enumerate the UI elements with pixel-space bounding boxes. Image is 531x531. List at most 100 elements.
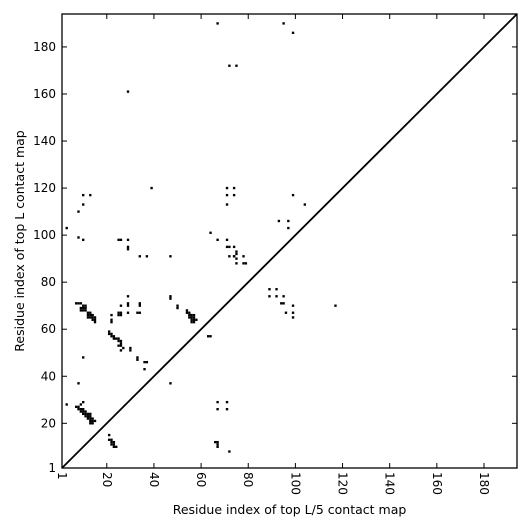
contact-point bbox=[192, 318, 196, 321]
contact-point bbox=[91, 419, 94, 423]
y-tick-label: 160 bbox=[33, 87, 56, 101]
contact-point bbox=[89, 313, 92, 317]
contact-point bbox=[84, 412, 87, 416]
contact-point bbox=[145, 255, 149, 258]
contact-point bbox=[119, 238, 123, 242]
contact-point bbox=[79, 403, 83, 406]
contact-point bbox=[232, 245, 236, 249]
contact-point bbox=[84, 306, 87, 310]
contact-point bbox=[291, 193, 295, 197]
contact-point bbox=[242, 255, 245, 258]
contact-point bbox=[169, 382, 172, 385]
contact-point bbox=[176, 306, 179, 310]
contact-point bbox=[119, 304, 123, 307]
contact-point bbox=[91, 313, 94, 317]
contact-point bbox=[136, 358, 139, 361]
contact-point bbox=[291, 316, 295, 319]
contact-point bbox=[110, 332, 113, 336]
contact-point bbox=[225, 408, 229, 411]
x-tick-label: 1 bbox=[55, 472, 69, 480]
contact-point bbox=[216, 22, 219, 25]
contact-point bbox=[86, 415, 90, 418]
contact-point bbox=[79, 408, 83, 411]
contact-point bbox=[126, 295, 130, 298]
y-tick-label: 80 bbox=[41, 275, 56, 289]
contact-point bbox=[185, 309, 189, 312]
contact-point bbox=[216, 440, 219, 444]
contact-point bbox=[225, 186, 229, 190]
contact-point bbox=[91, 316, 94, 319]
contact-point bbox=[216, 238, 219, 242]
contact-point bbox=[117, 337, 120, 340]
contact-point bbox=[119, 344, 123, 347]
contact-point bbox=[112, 335, 116, 338]
x-axis-label: Residue index of top L/5 contact map bbox=[173, 502, 407, 517]
y-axis-label: Residue index of top L contact map bbox=[12, 130, 27, 351]
y-tick-label: 140 bbox=[33, 134, 56, 148]
x-tick-label: 60 bbox=[194, 472, 208, 487]
contact-point bbox=[112, 440, 116, 444]
contact-point bbox=[228, 450, 231, 453]
contact-point bbox=[107, 332, 111, 336]
contact-point bbox=[192, 313, 196, 317]
contact-point bbox=[126, 311, 130, 314]
contact-point bbox=[232, 255, 236, 258]
contact-point bbox=[110, 318, 113, 321]
contact-point bbox=[110, 438, 113, 441]
contact-point bbox=[225, 238, 229, 242]
plot-frame bbox=[61, 13, 518, 469]
contact-point bbox=[82, 408, 85, 411]
contact-point bbox=[119, 311, 123, 314]
contact-point bbox=[280, 302, 283, 305]
contact-point bbox=[225, 245, 229, 249]
contact-point bbox=[84, 309, 87, 312]
x-tick-label: 180 bbox=[477, 472, 491, 495]
contact-point bbox=[119, 342, 123, 345]
contact-point bbox=[86, 313, 90, 317]
contact-point bbox=[138, 302, 141, 305]
contact-point bbox=[93, 316, 97, 319]
x-tick-label: 80 bbox=[241, 472, 255, 487]
contact-point bbox=[287, 219, 290, 223]
contact-point bbox=[185, 311, 189, 314]
contact-point bbox=[190, 320, 193, 324]
ticks-layer: 1 20 40 60 80 100 120 140 160 1801204060801001201… bbox=[33, 14, 517, 495]
contact-point bbox=[77, 302, 80, 305]
contact-point bbox=[119, 339, 123, 343]
contact-point bbox=[268, 288, 271, 291]
contact-point bbox=[176, 304, 179, 307]
contact-point bbox=[150, 186, 153, 190]
contact-point bbox=[136, 356, 139, 359]
contact-point bbox=[169, 255, 172, 258]
contact-point bbox=[89, 415, 92, 418]
contact-point bbox=[84, 410, 87, 413]
contact-point bbox=[74, 405, 78, 409]
contact-point bbox=[89, 417, 92, 420]
contact-point bbox=[277, 219, 281, 223]
contact-point bbox=[169, 297, 172, 300]
contact-point bbox=[89, 193, 92, 197]
contact-point bbox=[93, 320, 97, 324]
contact-point bbox=[65, 226, 68, 230]
contact-point bbox=[129, 349, 132, 352]
x-tick-label: 120 bbox=[336, 472, 350, 495]
contact-point bbox=[282, 302, 285, 305]
x-tick-label: 20 bbox=[100, 472, 114, 487]
contact-point bbox=[119, 313, 123, 317]
contact-point bbox=[82, 412, 85, 416]
y-tick-label: 40 bbox=[41, 369, 56, 383]
contact-point bbox=[190, 313, 193, 317]
contact-point bbox=[190, 316, 193, 319]
contact-point bbox=[282, 295, 285, 298]
contact-point bbox=[65, 403, 68, 406]
contact-point bbox=[89, 311, 92, 314]
contact-point bbox=[115, 445, 118, 449]
contact-point bbox=[110, 313, 113, 317]
contact-point bbox=[244, 262, 248, 265]
contact-point bbox=[228, 245, 231, 249]
contact-point bbox=[225, 400, 229, 404]
contact-point bbox=[192, 320, 196, 324]
contact-point bbox=[107, 330, 111, 333]
contact-point bbox=[216, 408, 219, 411]
contact-point bbox=[91, 318, 94, 321]
